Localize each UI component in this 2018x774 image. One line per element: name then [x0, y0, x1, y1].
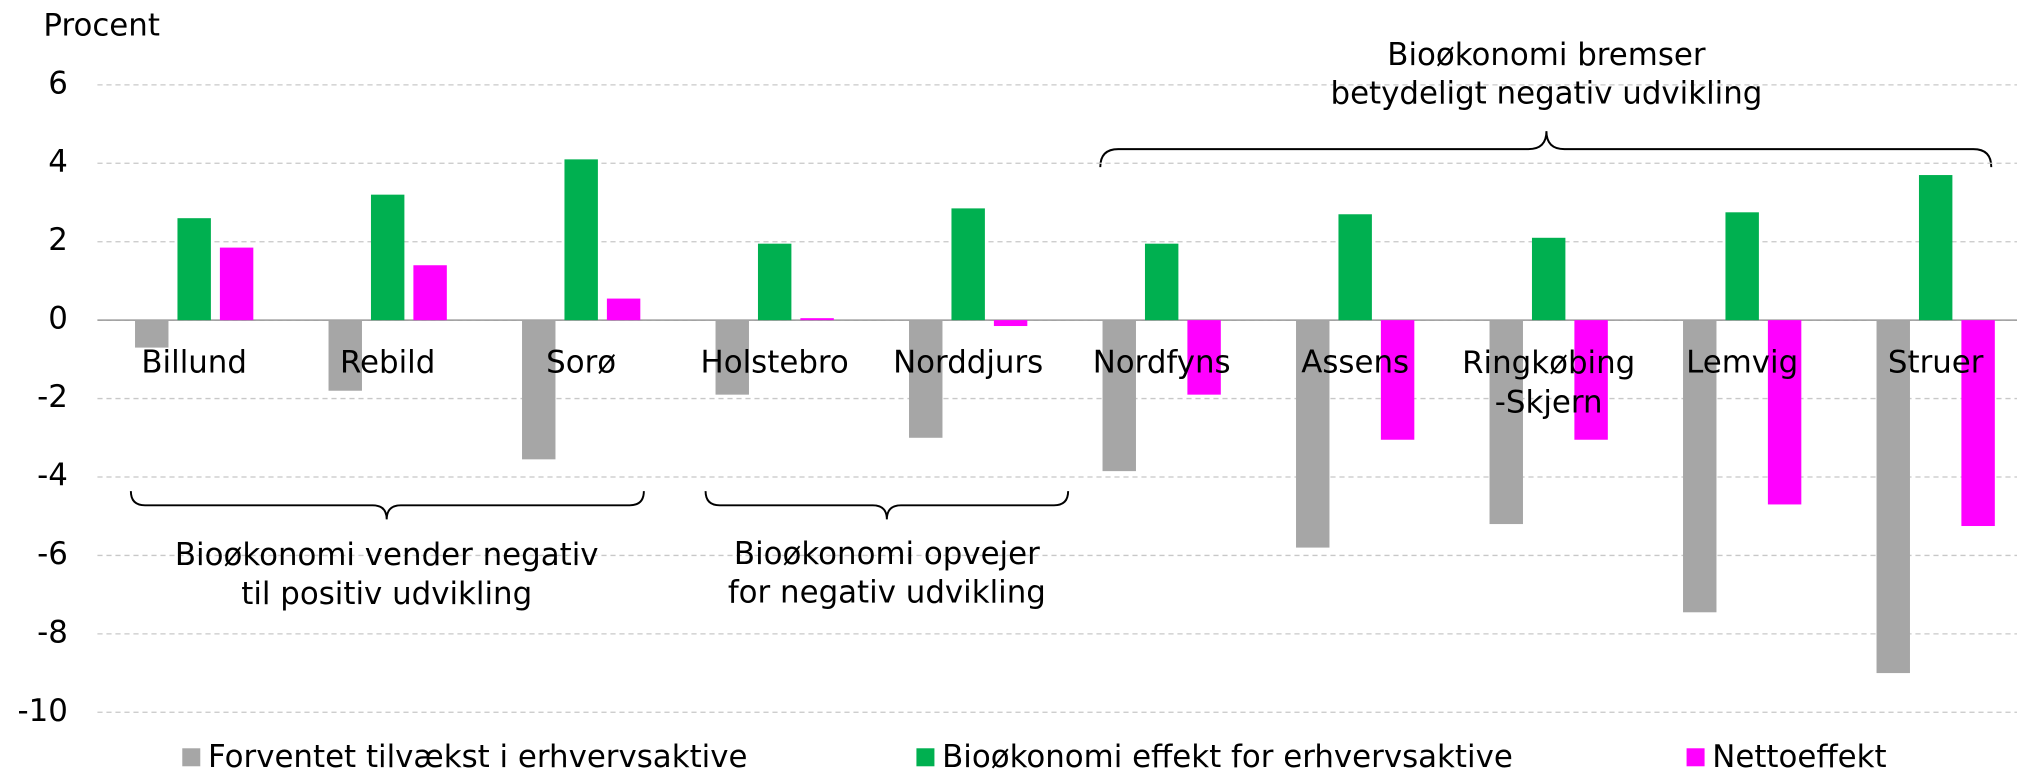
bar	[606, 298, 641, 321]
legend-swatch	[182, 748, 201, 767]
x-tick-label: Norddjurs	[893, 344, 1043, 380]
y-tick-label: 4	[48, 144, 68, 180]
y-tick-label: 2	[48, 222, 68, 258]
annotation: Bioøkonomi vender negativ	[175, 537, 599, 573]
legend-label: Bioøkonomi effekt for erhvervsaktive	[942, 739, 1513, 774]
bar	[1296, 320, 1330, 548]
brace	[1099, 131, 1993, 168]
x-tick-label: Billund	[141, 344, 247, 380]
bar	[522, 320, 556, 460]
bar	[413, 265, 447, 321]
brace	[704, 491, 1070, 520]
legend-swatch	[916, 748, 935, 767]
annotation: betydeligt negativ udvikling	[1330, 76, 1762, 112]
bar	[1961, 320, 1995, 527]
bar	[1531, 237, 1566, 321]
x-tick-label: Nordfyns	[1093, 344, 1231, 380]
y-tick-label: -10	[17, 693, 67, 729]
bar	[1489, 320, 1523, 525]
legend-label: Forventet tilvækst i erhvervsaktive	[208, 739, 747, 774]
x-tick-label: Assens	[1301, 344, 1409, 380]
x-tick-label: Rebild	[340, 344, 435, 380]
y-tick-label: 0	[48, 301, 68, 337]
bar	[1918, 175, 1953, 321]
bar	[1144, 243, 1179, 321]
x-tick-label: Struer	[1888, 344, 1984, 380]
y-tick-label: -2	[37, 379, 68, 415]
bar	[219, 247, 254, 321]
bar	[1683, 320, 1717, 613]
legend-swatch	[1686, 748, 1705, 767]
bar	[1574, 320, 1608, 440]
bar	[1380, 320, 1415, 440]
bar	[1725, 212, 1759, 321]
bar	[715, 320, 749, 395]
annotation: Bioøkonomi bremser	[1387, 37, 1706, 73]
bar	[1187, 320, 1221, 395]
bar	[951, 208, 985, 321]
y-tick-label: -4	[37, 458, 68, 494]
y-tick-label: -6	[37, 536, 68, 572]
x-tick-label: Lemvig	[1686, 344, 1798, 380]
bar	[564, 159, 598, 321]
bar	[370, 194, 405, 321]
bar	[757, 243, 792, 321]
bar	[1102, 320, 1136, 472]
brace	[129, 491, 645, 520]
y-tick-label: -8	[37, 614, 68, 650]
bar	[1876, 320, 1910, 674]
bar	[177, 218, 211, 321]
x-tick-label: Holstebro	[701, 344, 849, 380]
annotation: for negativ udvikling	[728, 575, 1046, 611]
annotation: til positiv udvikling	[241, 576, 532, 612]
bar	[1767, 320, 1802, 505]
y-tick-label: 6	[48, 65, 68, 101]
y-axis-label: Procent	[43, 8, 160, 44]
x-tick-label: Sorø	[546, 344, 616, 380]
legend-label: Nettoeffekt	[1712, 739, 1886, 774]
annotation: Bioøkonomi opvejer	[734, 536, 1040, 572]
bar	[1338, 214, 1372, 321]
x-tick-label: Ringkøbing -Skjern	[1462, 344, 1635, 420]
bar	[135, 320, 169, 348]
bar	[993, 320, 1028, 327]
bar	[800, 318, 834, 321]
bar	[328, 320, 362, 391]
bar	[909, 320, 943, 438]
